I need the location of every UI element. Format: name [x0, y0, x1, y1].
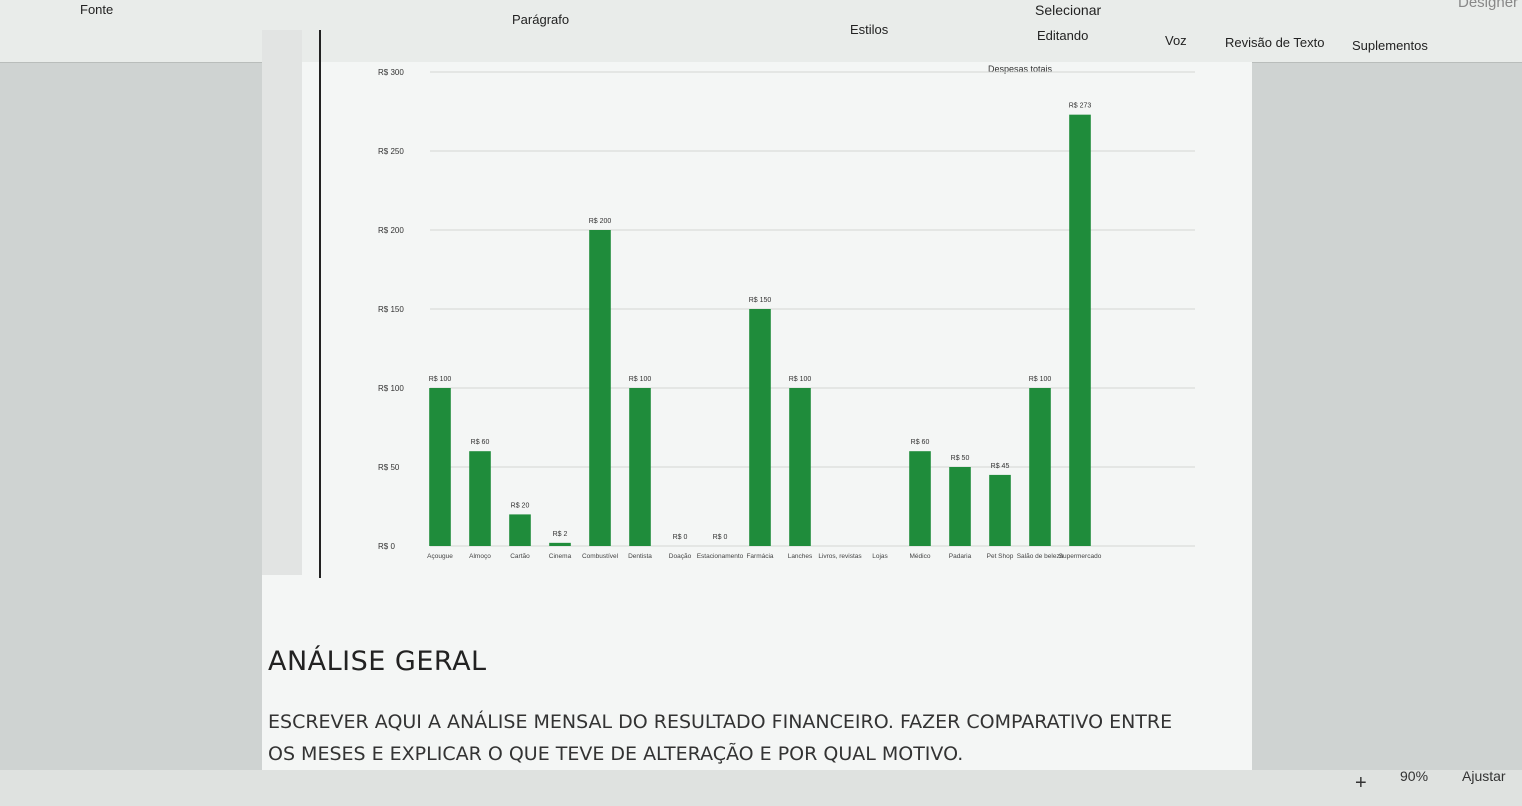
- chart: Despesas totais R$ 0 R$ 50 R$ 100 R$ 150 R$ …: [319, 30, 1195, 578]
- bar: [1069, 114, 1091, 546]
- chart-title: Despesas totais: [988, 64, 1053, 74]
- data-label: R$ 100: [429, 376, 452, 383]
- data-label: R$ 200: [589, 218, 612, 225]
- ribbon-group[interactable]: Suplementos: [1352, 38, 1428, 53]
- fit-button[interactable]: Ajustar: [1462, 768, 1506, 784]
- ribbon-group[interactable]: Designer: [1458, 0, 1519, 11]
- bar: [1029, 388, 1051, 546]
- bar: [629, 388, 651, 546]
- vertical-ruler: [262, 30, 302, 575]
- x-tick-label: Estacionamento: [697, 553, 744, 560]
- data-label: R$ 273: [1069, 103, 1092, 110]
- x-tick-label: Combustível: [582, 553, 619, 560]
- ribbon-group[interactable]: Fonte: [80, 2, 114, 17]
- y-tick-label: R$ 200: [378, 226, 404, 235]
- ribbon: Fonte Parágrafo Estilos Selecionar Edita…: [0, 0, 1522, 63]
- x-tick-label: Cinema: [549, 553, 572, 560]
- data-label: R$ 0: [713, 534, 728, 541]
- ribbon-group[interactable]: Parágrafo: [512, 12, 570, 27]
- select-button[interactable]: Selecionar: [1035, 2, 1102, 18]
- ribbon-group[interactable]: Estilos: [850, 22, 889, 37]
- x-tick-label: Lanches: [788, 553, 813, 560]
- x-tick-label: Cartão: [510, 553, 530, 560]
- bar: [469, 451, 491, 546]
- y-tick-label: R$ 100: [378, 384, 404, 393]
- bar: [949, 467, 971, 546]
- status-bar: + 90% Ajustar: [0, 768, 1522, 806]
- document-paragraph: ESCREVER AQUI A ANÁLISE MENSAL DO RESULT…: [268, 711, 1173, 765]
- y-tick-label: R$ 0: [378, 542, 395, 551]
- bar: [429, 388, 451, 546]
- bar: [909, 451, 931, 546]
- data-label: R$ 2: [553, 531, 568, 538]
- x-tick-label: Dentista: [628, 553, 652, 560]
- bar: [789, 388, 811, 546]
- bar: [749, 309, 771, 546]
- bar: [589, 230, 611, 546]
- data-label: R$ 100: [789, 376, 812, 383]
- x-tick-label: Padaria: [949, 553, 972, 560]
- zoom-level[interactable]: 90%: [1400, 768, 1429, 784]
- y-tick-label: R$ 300: [378, 68, 404, 77]
- x-tick-label: Livros, revistas: [818, 553, 862, 560]
- bar: [549, 542, 571, 546]
- bar: [509, 514, 531, 546]
- data-label: R$ 60: [471, 439, 490, 446]
- data-label: R$ 0: [673, 534, 688, 541]
- bar: [989, 474, 1011, 546]
- y-tick-label: R$ 50: [378, 463, 400, 472]
- data-label: R$ 60: [911, 439, 930, 446]
- x-tick-label: Salão de beleza: [1017, 553, 1064, 560]
- x-tick-label: Almoço: [469, 553, 491, 560]
- y-tick-label: R$ 250: [378, 147, 404, 156]
- x-tick-label: Supermercado: [1059, 553, 1102, 560]
- zoom-in-icon[interactable]: +: [1355, 772, 1367, 794]
- data-label: R$ 100: [629, 376, 652, 383]
- data-label: R$ 150: [749, 297, 772, 304]
- ribbon-group[interactable]: Revisão de Texto: [1225, 35, 1325, 50]
- data-label: R$ 45: [991, 463, 1010, 470]
- x-tick-label: Doação: [669, 553, 692, 560]
- x-tick-label: Lojas: [872, 553, 888, 560]
- x-tick-label: Pet Shop: [987, 553, 1014, 560]
- x-tick-label: Açougue: [427, 553, 453, 560]
- data-label: R$ 50: [951, 455, 970, 462]
- data-label: R$ 100: [1029, 376, 1052, 383]
- data-label: R$ 20: [511, 502, 530, 509]
- y-tick-label: R$ 150: [378, 305, 404, 314]
- x-tick-label: Farmácia: [746, 553, 773, 560]
- x-tick-label: Médico: [910, 553, 931, 560]
- document-heading: ANÁLISE GERAL: [268, 646, 487, 677]
- ribbon-group[interactable]: Editando: [1037, 28, 1089, 43]
- ribbon-group[interactable]: Voz: [1165, 33, 1187, 48]
